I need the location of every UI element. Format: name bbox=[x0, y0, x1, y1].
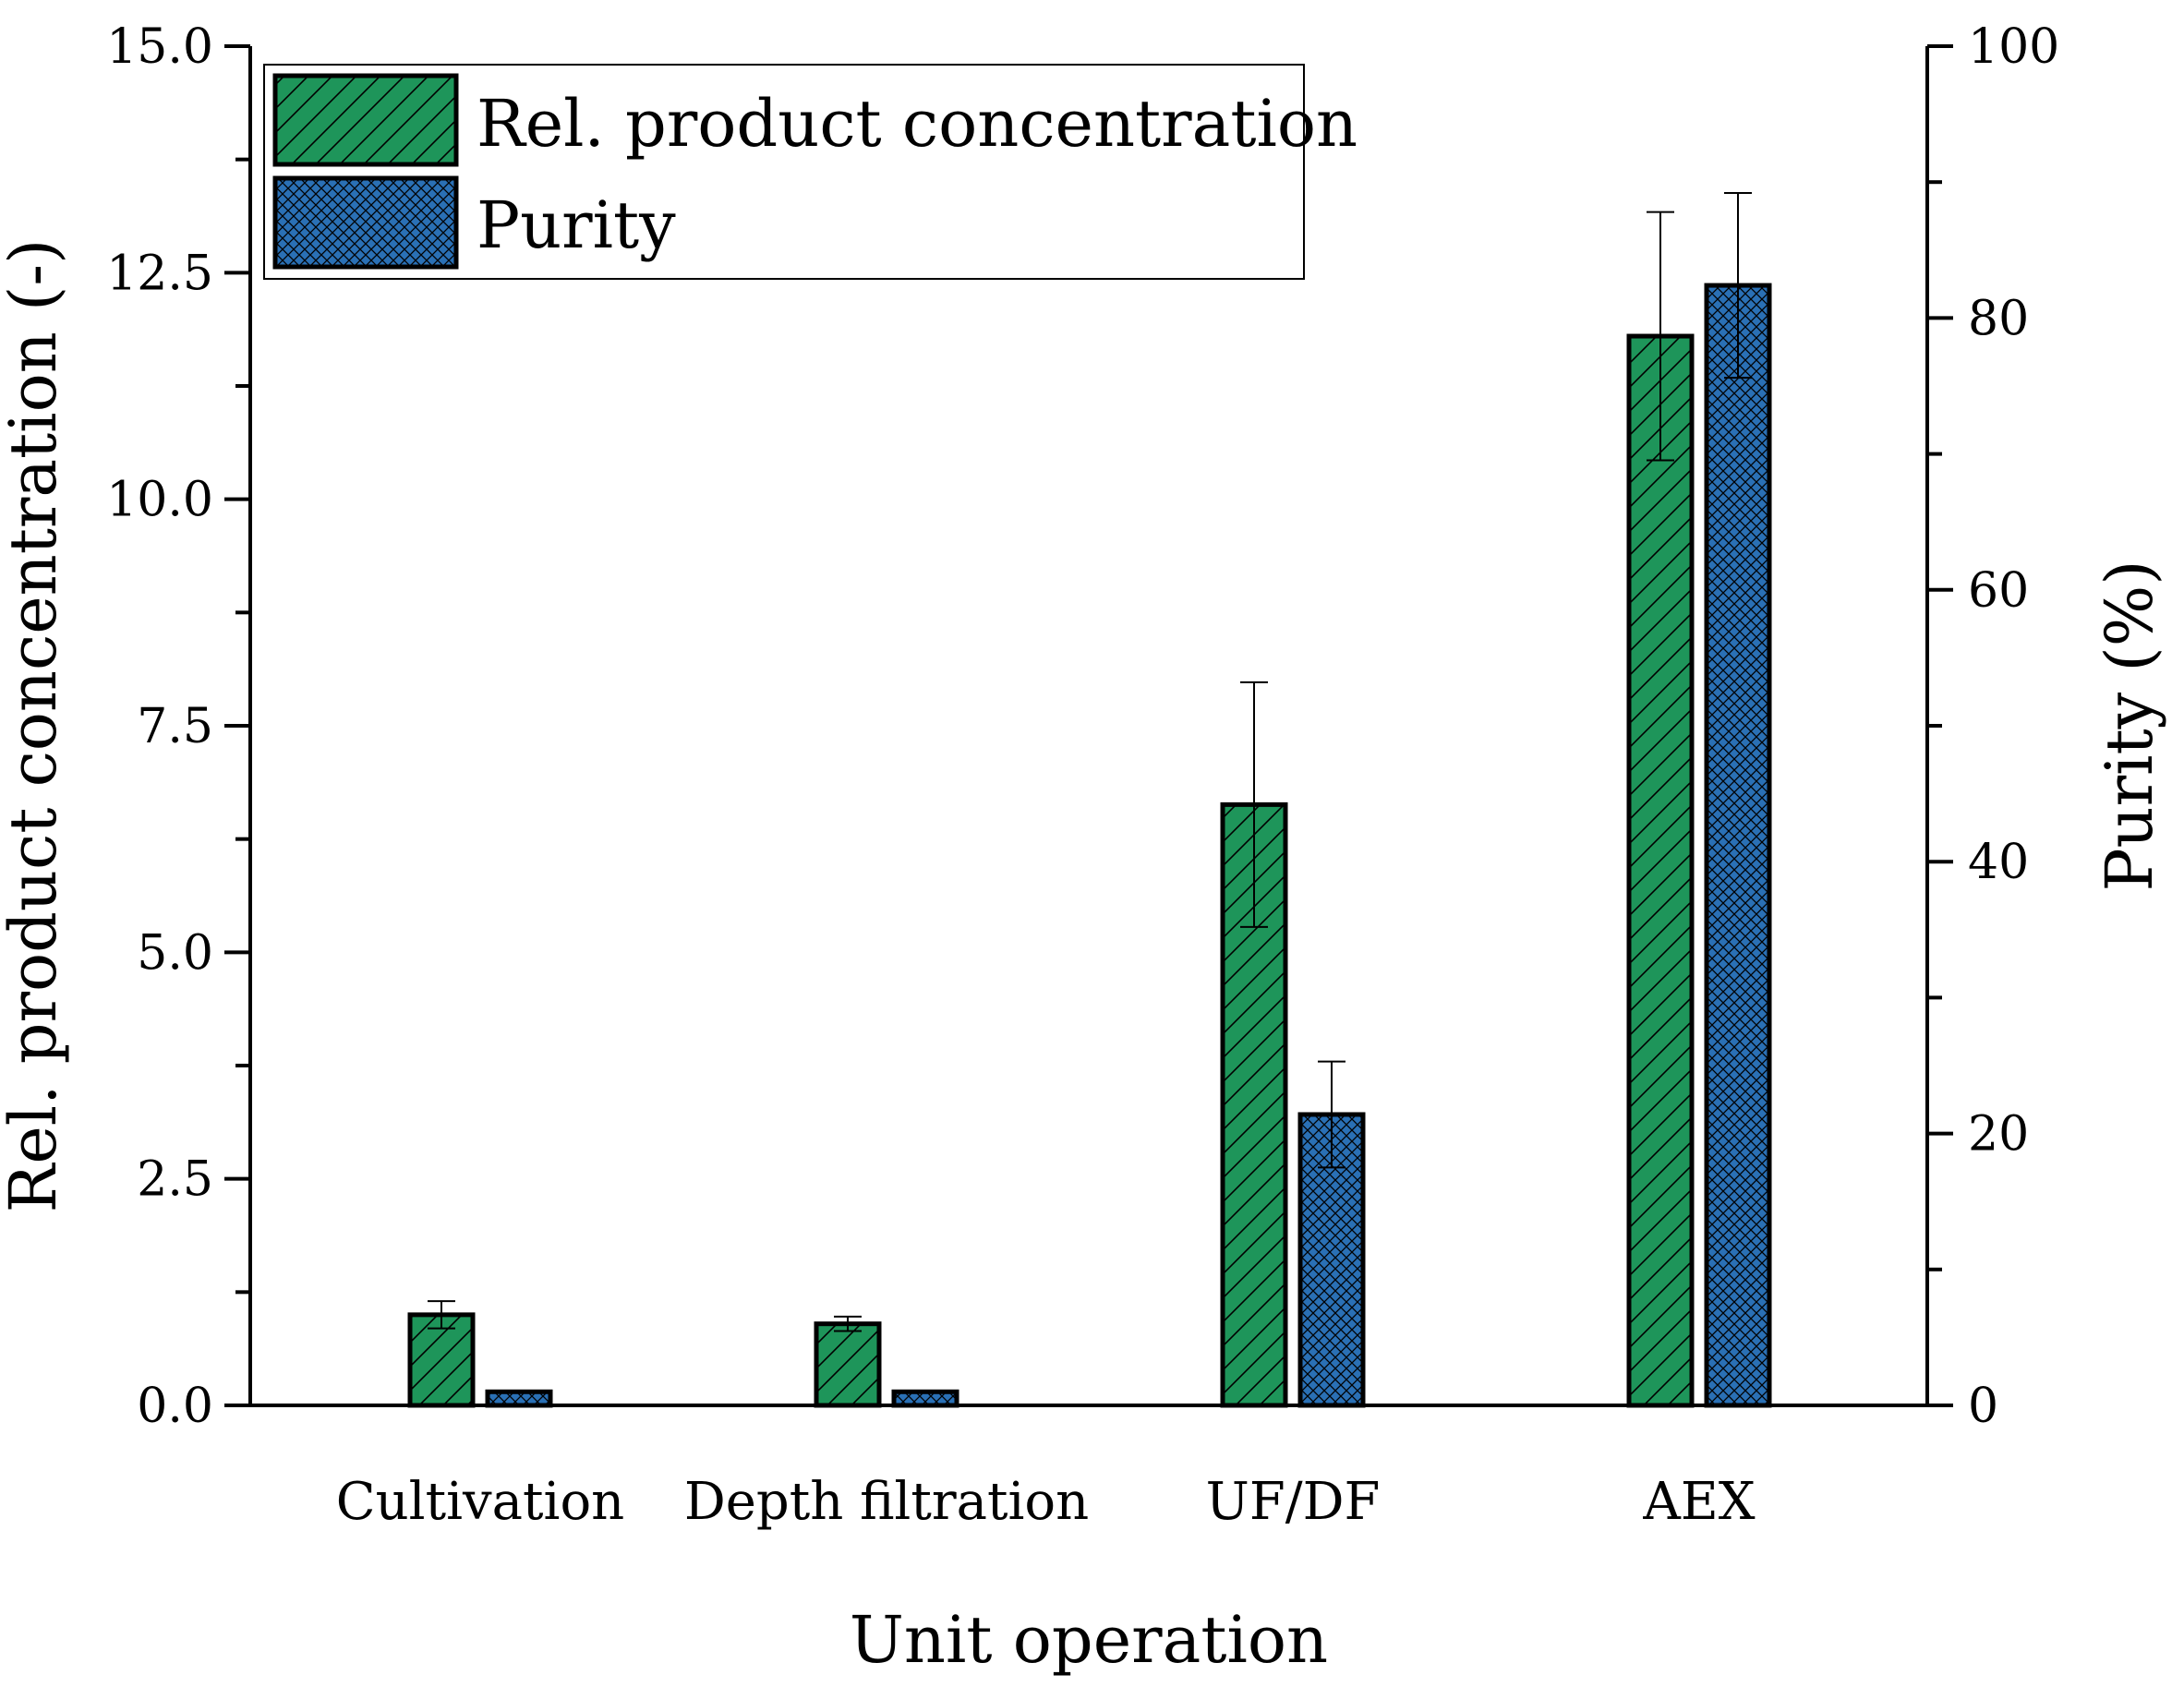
plot-area bbox=[407, 191, 1772, 1408]
left-tick-label: 2.5 bbox=[137, 1152, 213, 1208]
left-tick-label: 12.5 bbox=[106, 246, 213, 301]
legend-label-purity: Purity bbox=[477, 187, 676, 263]
y-axis-title: Rel. product concentration (-) bbox=[0, 239, 71, 1213]
right-tick-label: 40 bbox=[1968, 835, 2029, 890]
legend: Rel. product concentration Purity bbox=[263, 64, 1357, 280]
right-tick-label: 0 bbox=[1968, 1379, 1998, 1434]
right-tick-label: 60 bbox=[1968, 563, 2029, 619]
category-label-cultivation: Cultivation bbox=[336, 1472, 624, 1532]
category-label-uf-df: UF/DF bbox=[1206, 1472, 1381, 1532]
left-tick-label: 0.0 bbox=[137, 1379, 213, 1434]
left-tick-label: 5.0 bbox=[137, 925, 213, 981]
bar-purity-cultivation bbox=[485, 1389, 553, 1408]
bar-purity-aex bbox=[1704, 283, 1772, 1408]
left-tick-label: 15.0 bbox=[106, 19, 213, 75]
category-label-depth-filtration: Depth filtration bbox=[684, 1472, 1089, 1532]
right-tick-label: 100 bbox=[1968, 19, 2059, 75]
left-tick-label: 7.5 bbox=[137, 699, 213, 754]
legend-label-concentration: Rel. product concentration bbox=[477, 86, 1357, 162]
axis-labels: Cultivation Depth filtration UF/DF AEX Unit … bbox=[0, 239, 2167, 1678]
category-label-aex: AEX bbox=[1642, 1472, 1755, 1532]
y2-axis-title: Purity (%) bbox=[2092, 560, 2167, 891]
axes: 0.0 2.5 5.0 7.5 10.0 12.5 15.0 0 20 40 60 80 100 bbox=[106, 19, 2059, 1434]
bar-rel-product-concentration-aex bbox=[1626, 333, 1695, 1408]
left-tick-label: 10.0 bbox=[106, 473, 213, 528]
bar-purity-depth-filtration bbox=[891, 1389, 959, 1408]
bar-rel-product-concentration-depth-filtration bbox=[814, 1321, 882, 1408]
right-tick-label: 80 bbox=[1968, 291, 2029, 346]
right-tick-label: 20 bbox=[1968, 1107, 2029, 1163]
x-axis-title: Unit operation bbox=[850, 1602, 1328, 1678]
legend-swatch-concentration bbox=[272, 73, 459, 167]
legend-swatch-purity bbox=[272, 175, 459, 270]
